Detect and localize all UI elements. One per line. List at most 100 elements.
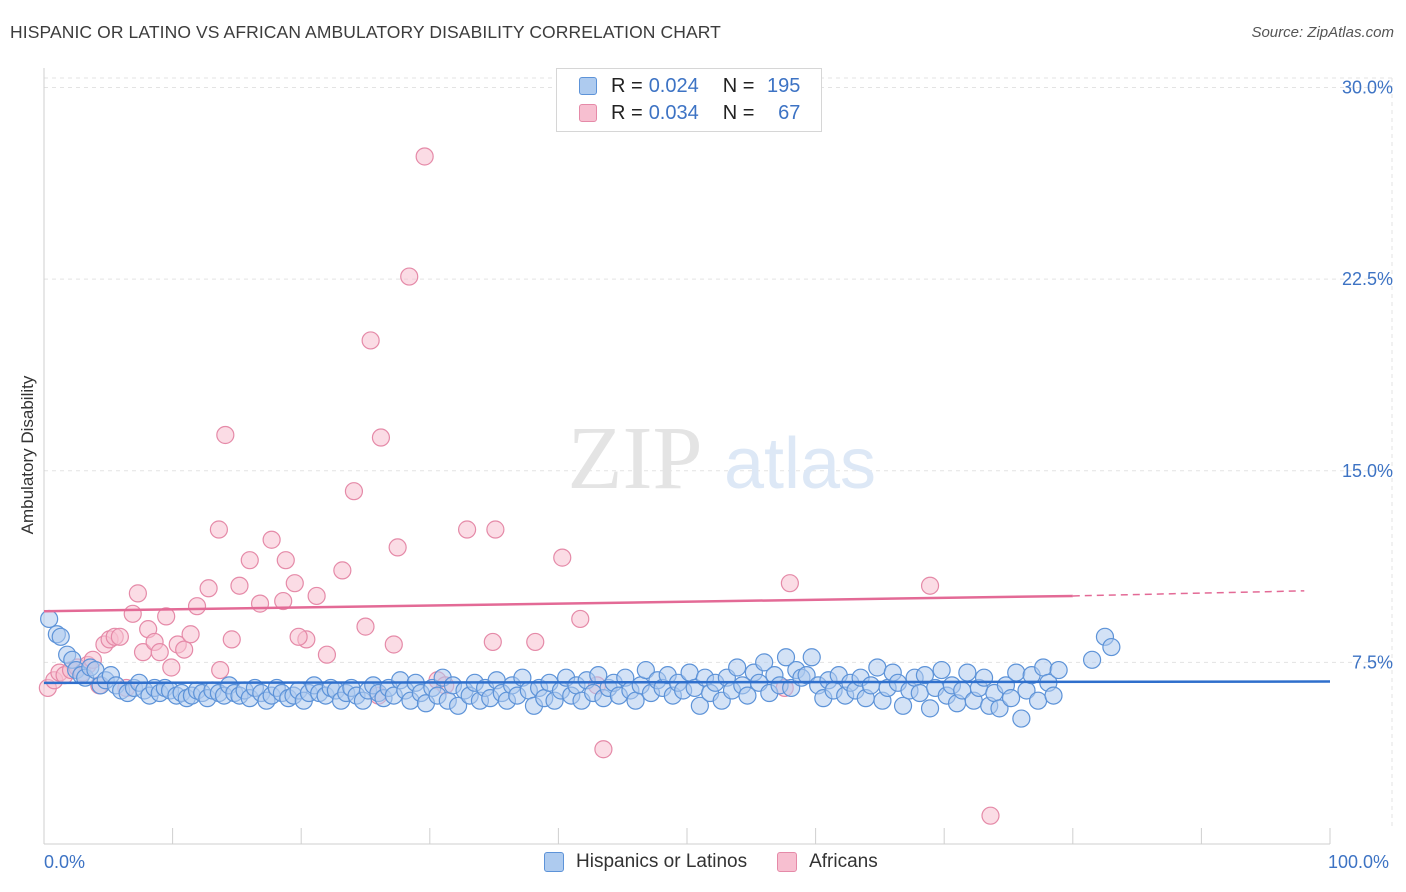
data-point-africans: [110, 627, 129, 646]
data-point-africans: [483, 632, 502, 652]
data-point-hispanics: [776, 648, 796, 667]
data-point-africans: [276, 551, 295, 570]
n-label: N =: [722, 101, 755, 124]
data-point-africans: [262, 530, 281, 549]
data-point-africans: [388, 538, 407, 557]
data-point-africans: [240, 551, 259, 570]
data-point-africans: [526, 632, 545, 652]
data-point-africans: [780, 574, 799, 593]
data-point-africans: [571, 609, 590, 629]
data-point-hispanics: [1049, 660, 1068, 680]
y-tick-label: 7.5%: [1352, 652, 1393, 672]
data-point-hispanics: [738, 686, 757, 705]
data-point-africans: [128, 584, 147, 603]
hispanics-legend-swatch: [544, 852, 564, 872]
legend-item-hispanics[interactable]: Hispanics or Latinos: [544, 851, 747, 873]
data-point-hispanics: [802, 648, 821, 667]
y-tick-label: 30.0%: [1342, 78, 1393, 98]
watermark-atlas: atlas: [724, 424, 876, 504]
data-point-africans: [594, 740, 613, 759]
data-point-hispanics: [589, 666, 608, 685]
data-point-hispanics: [636, 660, 655, 680]
data-point-africans: [486, 520, 505, 539]
data-point-hispanics: [958, 663, 977, 682]
data-point-hispanics: [1102, 637, 1121, 657]
data-point-africans: [317, 645, 337, 664]
data-point-hispanics: [448, 696, 468, 715]
data-point-africans: [285, 574, 304, 593]
data-point-africans: [199, 579, 218, 598]
data-point-africans: [553, 548, 572, 567]
data-point-hispanics: [1028, 691, 1048, 710]
data-point-hispanics: [1007, 663, 1026, 682]
data-point-hispanics: [920, 699, 940, 718]
n-value: 67: [778, 101, 801, 124]
r-label: R =: [611, 74, 643, 97]
africans-legend-swatch: [777, 852, 798, 872]
data-point-hispanics: [932, 660, 951, 680]
r-value: 0.024: [648, 74, 699, 97]
data-point-africans: [230, 576, 249, 595]
data-point-hispanics: [51, 627, 70, 646]
trend-line-africans-extension: [1072, 590, 1305, 597]
data-point-hispanics: [680, 663, 699, 682]
data-point-africans: [175, 640, 194, 659]
data-point-africans: [307, 586, 326, 606]
data-point-africans: [384, 635, 403, 654]
data-point-africans: [150, 643, 169, 662]
data-point-africans: [250, 594, 270, 613]
data-point-hispanics: [728, 658, 747, 677]
watermark-zip: ZIP: [568, 409, 703, 508]
r-label: R =: [611, 101, 643, 124]
data-point-africans: [222, 630, 241, 649]
trend-line-africans: [43, 594, 1073, 613]
data-point-hispanics: [1001, 689, 1021, 708]
data-point-hispanics: [40, 609, 59, 629]
y-tick-label: 15.0%: [1342, 461, 1393, 481]
data-point-africans: [981, 806, 1000, 825]
stats-legend: R = 0.024 N = 195 R = 0.034 N = 67: [556, 68, 822, 132]
data-point-africans: [457, 520, 477, 539]
data-point-africans: [415, 147, 434, 166]
data-point-africans: [400, 267, 419, 286]
grid-lines: [44, 77, 1393, 830]
data-point-hispanics: [690, 696, 709, 715]
data-point-africans: [344, 482, 364, 501]
watermark: ZIP atlas: [568, 409, 877, 508]
data-point-hispanics: [974, 668, 994, 687]
data-point-africans: [187, 597, 207, 616]
data-point-africans: [274, 591, 293, 611]
x-tick-label-max: 100.0%: [1328, 852, 1390, 872]
data-point-hispanics: [1044, 686, 1063, 705]
axes: [43, 68, 1331, 845]
hispanics-swatch: [579, 77, 597, 95]
data-point-hispanics: [893, 696, 913, 715]
y-tick-labels: 7.5% 15.0% 22.5% 30.0%: [1342, 78, 1393, 673]
stats-row-hispanics: R = 0.024 N = 195: [579, 73, 800, 99]
africans-swatch: [579, 104, 597, 122]
n-value: 195: [767, 74, 801, 97]
data-point-africans: [333, 561, 352, 580]
data-point-africans: [123, 604, 142, 623]
data-point-africans: [361, 331, 380, 350]
data-point-hispanics: [868, 658, 887, 677]
data-point-africans: [181, 625, 200, 644]
data-point-hispanics: [1082, 650, 1102, 669]
data-point-hispanics: [1012, 709, 1031, 728]
data-point-africans: [356, 617, 375, 636]
data-point-africans: [216, 425, 235, 445]
trend-line-hispanics: [43, 680, 1331, 685]
chart-title: HISPANIC OR LATINO VS AFRICAN AMBULATORY…: [10, 22, 721, 42]
data-point-africans: [157, 607, 176, 626]
data-point-africans: [371, 428, 391, 447]
data-point-africans: [209, 520, 228, 539]
legend-label-africans: Africans: [809, 851, 878, 872]
r-value: 0.034: [648, 101, 699, 124]
stats-row-africans: R = 0.034 N = 67: [579, 100, 800, 126]
legend-item-africans[interactable]: Africans: [777, 851, 878, 873]
data-point-hispanics: [1034, 658, 1053, 677]
y-axis-label: Ambulatory Disability: [18, 375, 37, 535]
data-point-hispanics: [990, 699, 1009, 718]
data-point-hispanics: [915, 666, 935, 685]
y-tick-label: 22.5%: [1342, 269, 1393, 289]
